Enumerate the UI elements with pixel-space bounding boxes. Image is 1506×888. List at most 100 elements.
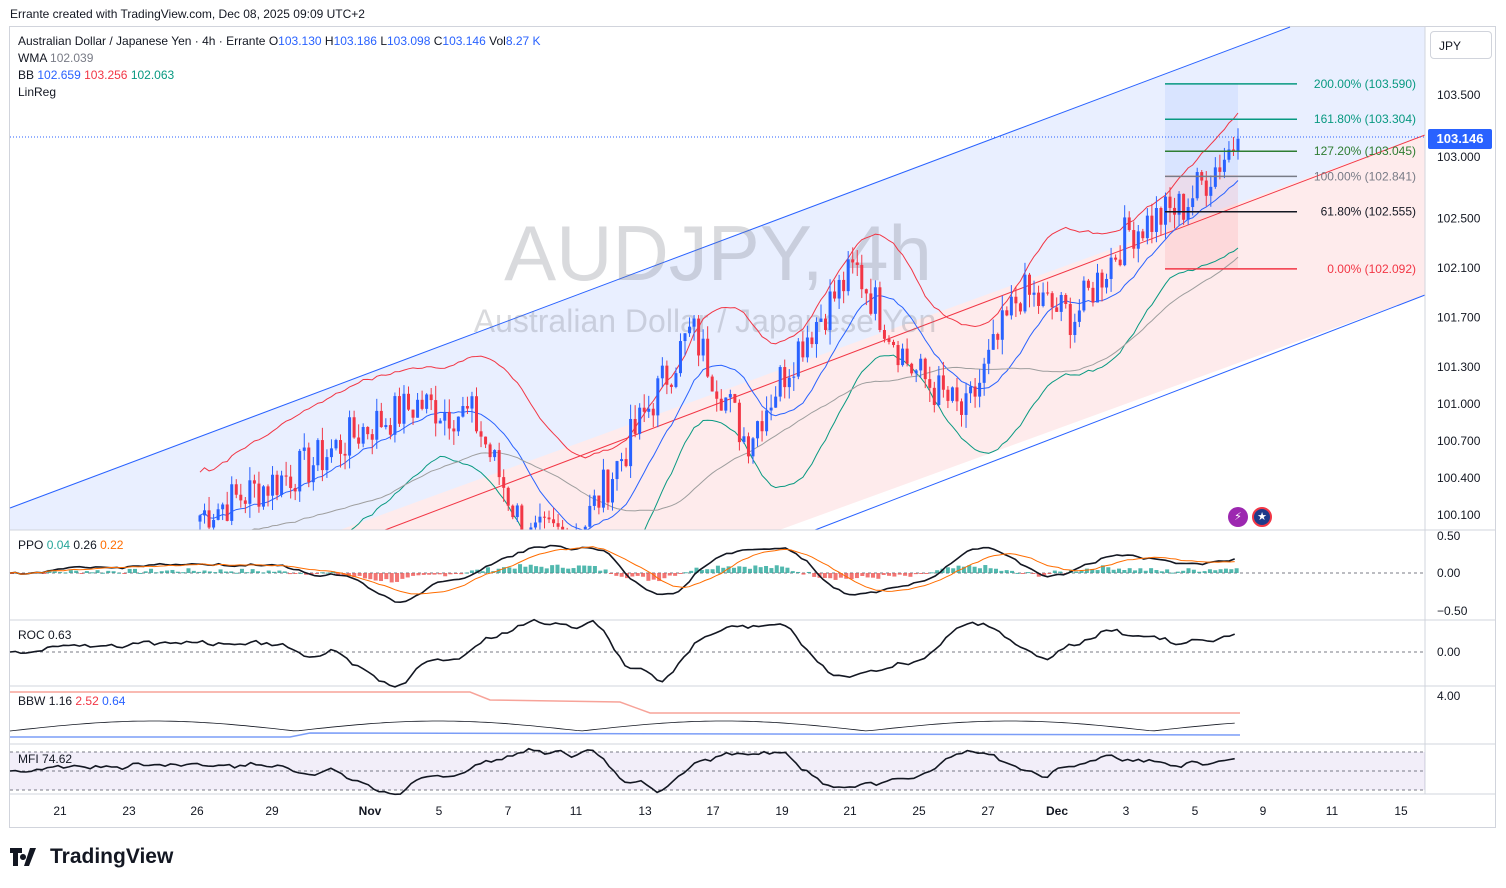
candle-body <box>298 450 302 492</box>
ppo-histogram-bar <box>897 573 902 575</box>
ppo-histogram-bar <box>1079 570 1084 573</box>
tradingview-logo[interactable]: TradingView <box>10 845 173 869</box>
mfi-legend[interactable]: MFI 74.62 <box>18 752 72 766</box>
fib-level-label: 161.80% (103.304) <box>1314 112 1416 126</box>
candle <box>1073 313 1077 343</box>
candle-body <box>388 425 392 435</box>
candle <box>252 474 256 498</box>
ppo-histogram-bar <box>769 568 774 573</box>
ppo-histogram-bar <box>186 568 191 573</box>
candle-body <box>234 484 238 495</box>
mfi-label: MFI <box>18 752 39 766</box>
ppo-histogram-bar <box>673 573 678 576</box>
candle <box>438 418 442 424</box>
candle-body <box>203 510 207 516</box>
candle <box>257 471 261 513</box>
candle <box>429 388 433 411</box>
candle-body <box>978 382 982 397</box>
candle-body <box>597 495 601 508</box>
candle <box>261 485 265 510</box>
candle <box>280 470 284 498</box>
candle-body <box>352 417 356 438</box>
candle <box>1114 254 1118 262</box>
candle <box>973 378 977 408</box>
price-axis-label: 101.300 <box>1437 360 1481 374</box>
symbol-title[interactable]: Australian Dollar / Japanese Yen · 4h · … <box>18 34 266 48</box>
ppo-histogram-bar <box>239 568 244 573</box>
candle-body <box>370 434 374 440</box>
bbw-label: BBW <box>18 694 46 708</box>
candle <box>801 331 805 362</box>
time-axis-label: 25 <box>912 804 926 818</box>
candle-body <box>502 477 506 488</box>
candle <box>1109 247 1113 292</box>
candle-body <box>796 341 800 377</box>
candle <box>1222 147 1226 179</box>
ppo-histogram-bar <box>518 564 523 573</box>
candle-body <box>688 326 692 334</box>
candle <box>334 438 338 451</box>
ppo-histogram-bar <box>1111 569 1116 573</box>
candle-body <box>1000 310 1004 340</box>
candle <box>669 383 673 394</box>
candle <box>824 313 828 335</box>
candle-body <box>737 402 741 443</box>
candle-body <box>511 505 515 518</box>
ppo-histogram-bar <box>432 573 437 575</box>
candle-body <box>746 436 750 457</box>
candle <box>348 410 352 469</box>
roc-legend[interactable]: ROC 0.63 <box>18 628 71 642</box>
candle-body <box>991 334 995 350</box>
candle <box>1032 280 1036 307</box>
candle <box>697 315 701 367</box>
candle-body <box>357 437 361 444</box>
candle <box>1100 269 1104 302</box>
candle <box>289 464 293 499</box>
ppo-histogram-bar <box>539 566 544 573</box>
ppo-histogram-bar <box>657 573 662 582</box>
candle <box>787 369 791 399</box>
candle-body <box>987 349 991 364</box>
candle-body <box>307 447 311 483</box>
bbw-legend[interactable]: BBW 1.16 2.52 0.64 <box>18 694 125 708</box>
candle <box>1068 297 1072 349</box>
ppo-histogram-bar <box>143 571 148 573</box>
low-label: L <box>380 34 387 48</box>
ppo-histogram-bar <box>1074 571 1079 573</box>
pane-axis-label: 0.50 <box>1437 529 1461 543</box>
currency-button[interactable]: JPY <box>1430 31 1492 59</box>
candle <box>814 317 818 358</box>
candle <box>366 426 370 440</box>
ppo-legend[interactable]: PPO 0.04 0.26 0.22 <box>18 538 123 552</box>
candle <box>1191 185 1195 216</box>
candle-body <box>271 474 275 496</box>
candle <box>1091 281 1095 307</box>
candle <box>683 333 687 356</box>
linreg-legend[interactable]: LinReg <box>18 84 56 101</box>
ppo-histogram-bar <box>379 573 383 582</box>
candle-body <box>814 321 818 345</box>
ppo-histogram-bar <box>341 573 346 576</box>
ppo-histogram-bar <box>298 572 303 574</box>
ppo-histogram-bar <box>774 565 779 573</box>
lightning-icon[interactable]: ⚡ <box>1228 507 1248 527</box>
candle <box>207 496 211 530</box>
candle <box>805 325 809 363</box>
flag-au-icon[interactable]: ★ <box>1252 507 1272 527</box>
bbw-value: 1.16 <box>48 694 73 708</box>
candle-body <box>1136 231 1140 249</box>
candle-body <box>230 484 234 521</box>
ppo-histogram-bar <box>1090 569 1095 573</box>
candle <box>320 427 324 482</box>
ppo-histogram-bar <box>133 568 137 573</box>
ppo-histogram-bar <box>362 573 367 579</box>
candle-body <box>520 505 524 530</box>
ppo-histogram-bar <box>58 572 63 574</box>
candle-body <box>438 420 442 424</box>
candle <box>1018 301 1022 315</box>
ppo-histogram-bar <box>582 565 587 573</box>
bb-label: BB <box>18 68 35 82</box>
bb-legend[interactable]: BB 102.659 103.256 102.063 <box>18 67 174 84</box>
wma-legend[interactable]: WMA 102.039 <box>18 50 93 67</box>
